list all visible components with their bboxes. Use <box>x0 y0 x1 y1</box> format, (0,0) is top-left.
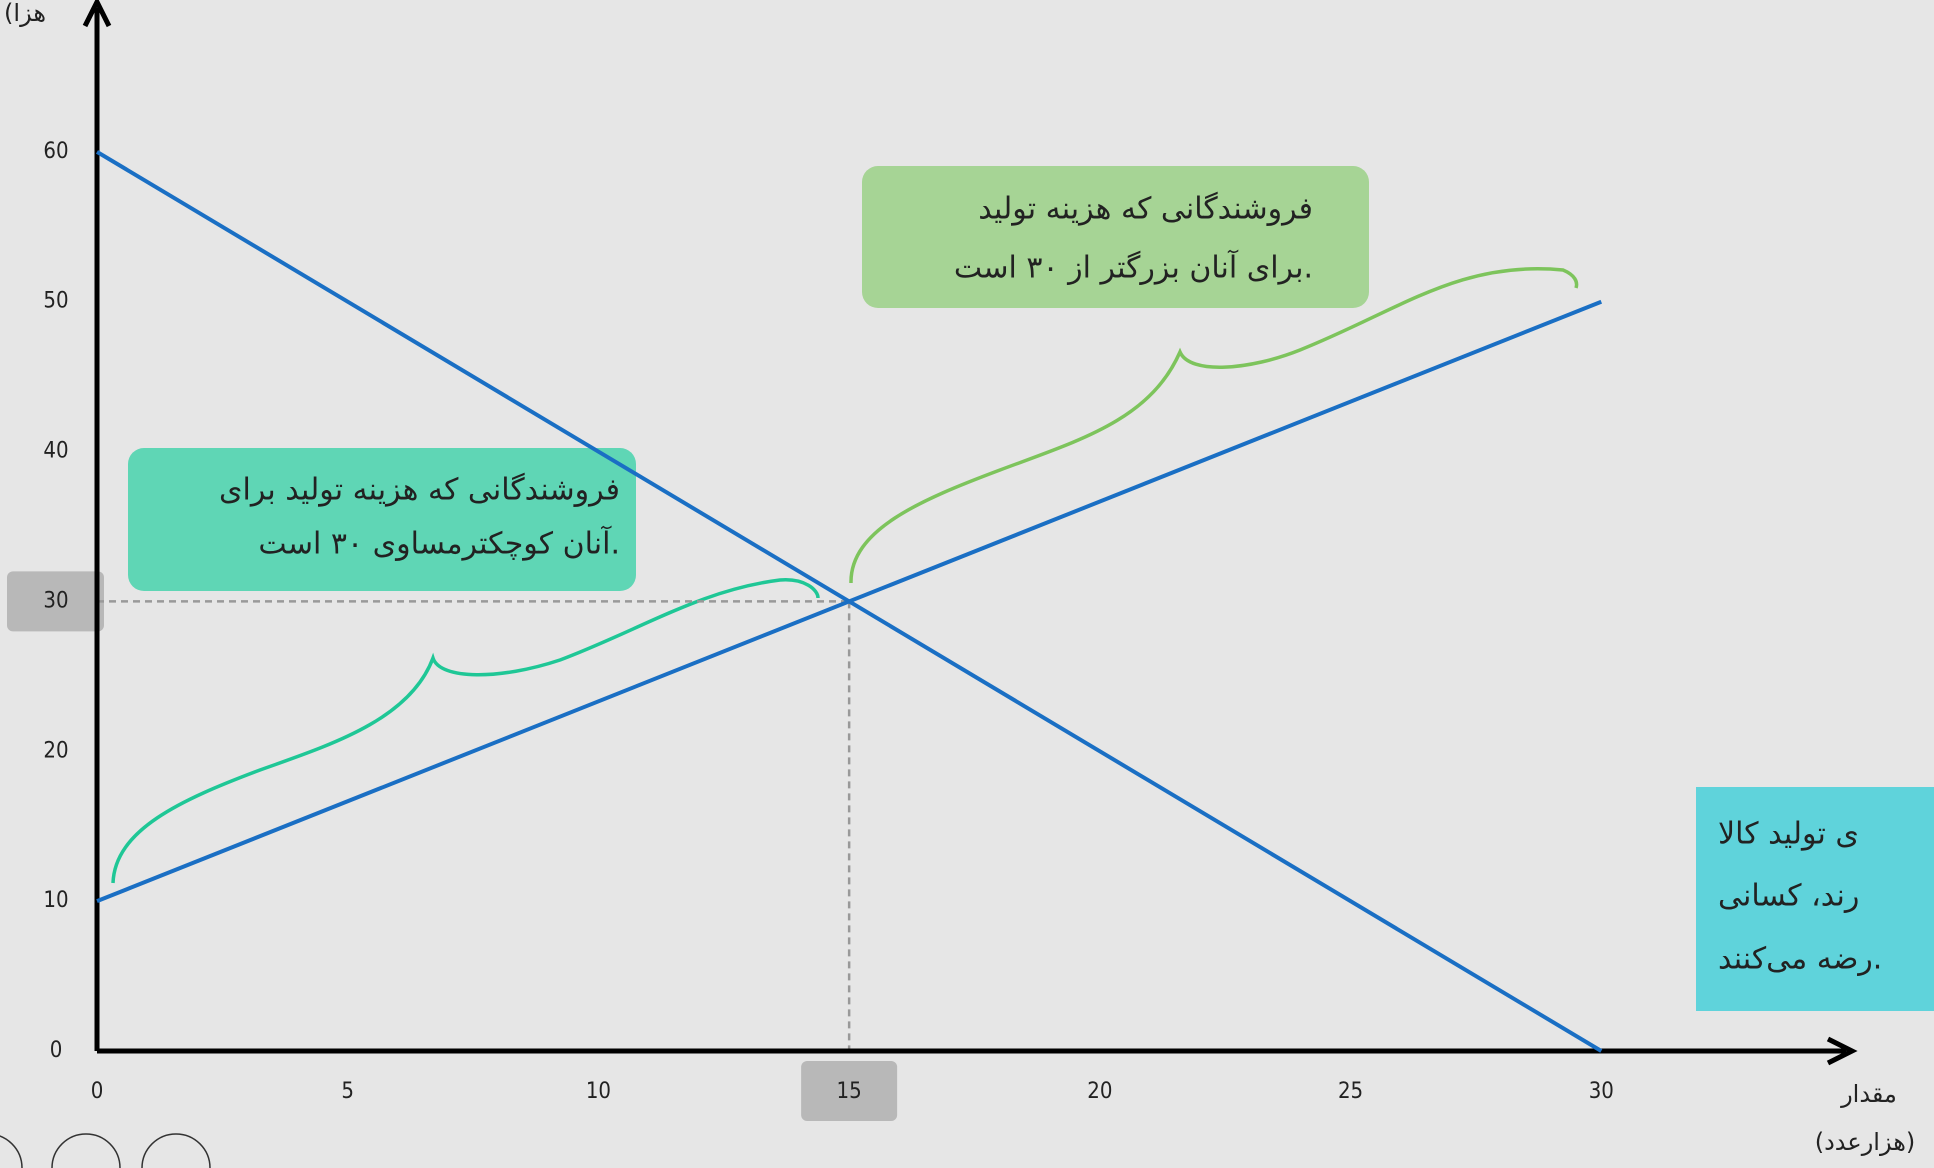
decor-circle <box>141 1133 211 1168</box>
y-tick-label: 20 <box>43 738 68 763</box>
x-tick-label: 20 <box>1087 1079 1112 1104</box>
x-tick-label: 15 <box>837 1079 862 1104</box>
x-tick-label: 5 <box>341 1079 354 1104</box>
annotation-text: آنان کوچکترمساوی ۳۰ است. <box>258 526 620 562</box>
annotation-text: رند، کسانی <box>1718 879 1859 914</box>
y-axis-arrow <box>82 0 112 28</box>
annotation-text: فروشندگانی که هزینه تولید <box>978 192 1313 227</box>
annotation-text: فروشندگانی که هزینه تولید برای <box>219 473 620 508</box>
annotation-text: رضه می‌کنند. <box>1718 942 1882 977</box>
y-tick-label: 40 <box>43 439 68 464</box>
y-tick-label: 10 <box>43 888 68 913</box>
x-tick-label: 25 <box>1338 1079 1363 1104</box>
annotation-box <box>128 448 636 591</box>
annotation-box <box>862 166 1369 308</box>
y-tick-label: 50 <box>43 289 68 314</box>
tick-highlight <box>7 571 104 632</box>
brace <box>849 267 1579 584</box>
x-axis-arrow <box>1826 1036 1858 1066</box>
x-axis-label: (هزارعدد) <box>1815 1128 1916 1156</box>
tick-highlight <box>801 1061 898 1121</box>
series-line <box>96 299 1603 904</box>
x-tick-label: 10 <box>586 1079 611 1104</box>
brace <box>111 578 820 884</box>
annotation-text: ی تولید کالا <box>1718 817 1859 852</box>
annotation-text: برای آنان بزرگتر از ۳۰ است. <box>954 250 1313 286</box>
decor-circle <box>0 1135 23 1168</box>
y-axis-label: (هزا <box>4 0 46 27</box>
decor-circle <box>51 1133 121 1168</box>
y-tick-label: 0 <box>50 1038 63 1063</box>
y-tick-label: 30 <box>43 588 68 613</box>
x-tick-label: 30 <box>1589 1079 1614 1104</box>
annotation-box <box>1696 787 1934 1011</box>
x-axis-label: مقدار <box>1840 1080 1897 1108</box>
y-tick-label: 60 <box>43 139 68 164</box>
x-tick-label: 0 <box>91 1079 104 1104</box>
